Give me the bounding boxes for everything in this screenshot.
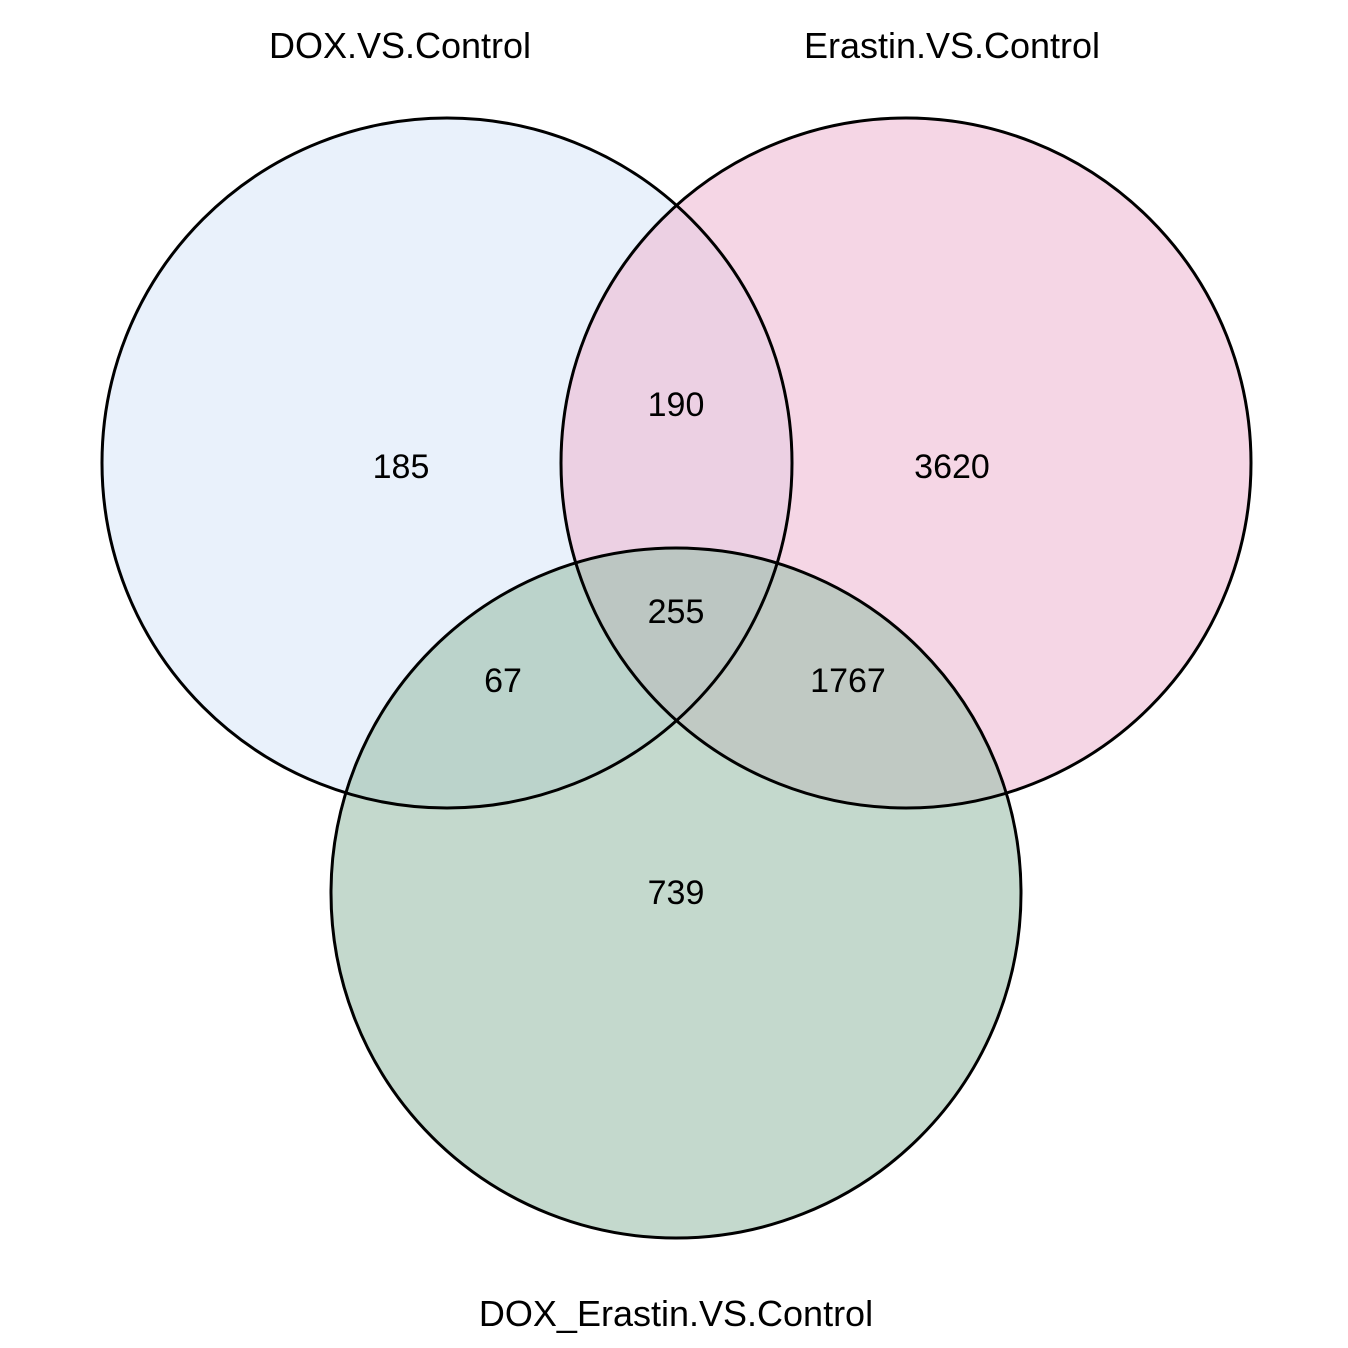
dox-erastin-set-label: DOX_Erastin.VS.Control — [479, 1293, 873, 1334]
combo-only-count: 739 — [648, 874, 705, 912]
erastin-set-label: Erastin.VS.Control — [804, 25, 1100, 66]
dox-erastin-overlap-count: 190 — [648, 386, 705, 424]
dox-erastin-set-outline — [329, 546, 1023, 1240]
erastin-set-outline — [559, 116, 1253, 810]
dox-set-label: DOX.VS.Control — [269, 25, 531, 66]
dox-only-count: 185 — [373, 448, 430, 486]
erastin-combo-overlap-count: 1767 — [810, 662, 886, 700]
erastin-only-count: 3620 — [914, 448, 990, 486]
dox-set-outline — [100, 116, 794, 810]
dox-combo-overlap-count: 67 — [484, 662, 522, 700]
dox-erastin-set-circle — [331, 548, 1021, 1238]
all-three-count: 255 — [648, 593, 705, 631]
